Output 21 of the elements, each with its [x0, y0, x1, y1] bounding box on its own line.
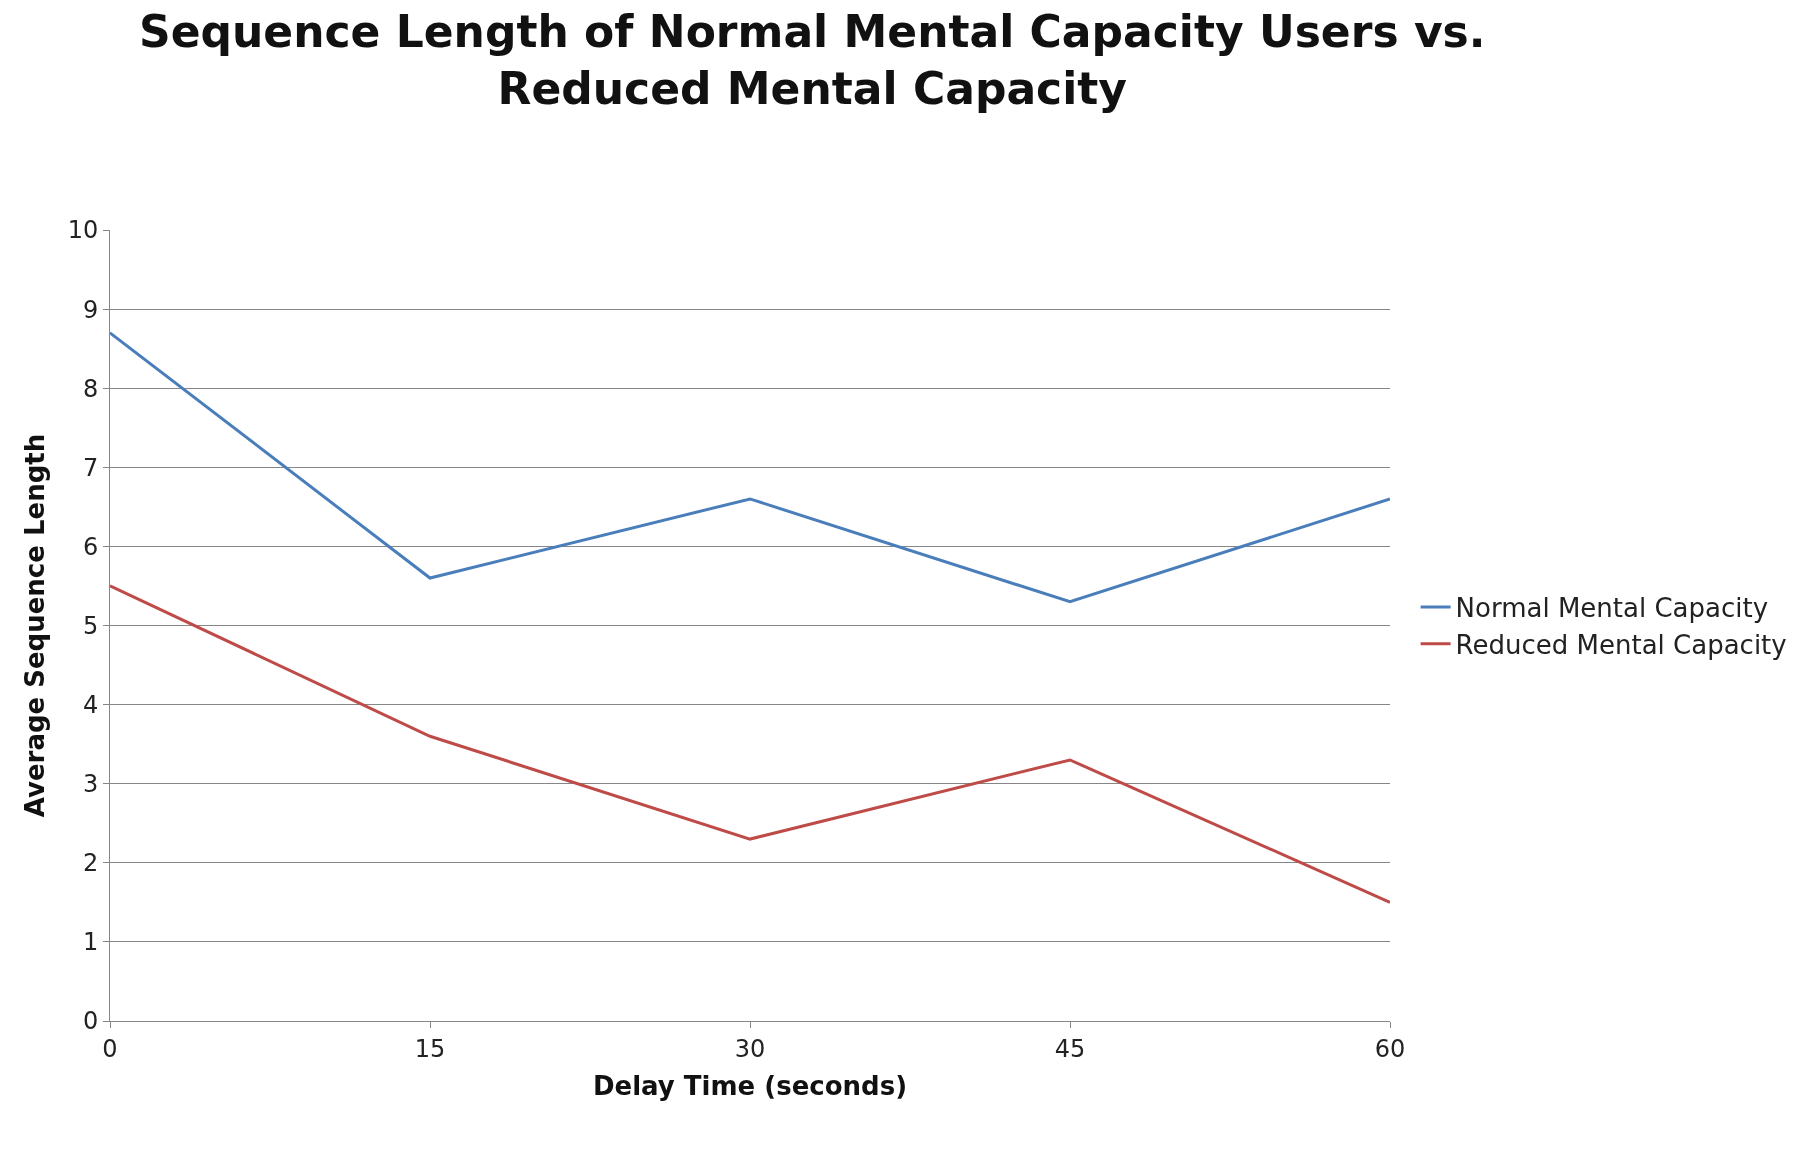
y-tick-label: 3	[82, 770, 99, 799]
y-tick-label: 4	[82, 691, 99, 719]
y-tick-label: 6	[82, 532, 99, 561]
y-tick-label: 8	[82, 374, 99, 403]
legend-label: Normal Mental Capacity	[1455, 593, 1769, 624]
x-tick-label: 45	[1054, 1034, 1086, 1063]
x-tick-label: 0	[102, 1034, 118, 1063]
y-tick-label: 7	[82, 453, 99, 482]
y-tick-label: 10	[67, 216, 99, 245]
y-axis-title: Average Sequence Length	[20, 433, 51, 818]
x-tick-label: 15	[414, 1034, 446, 1063]
y-tick-label: 2	[82, 849, 99, 878]
y-tick-label: 5	[82, 611, 99, 640]
y-tick-label: 9	[82, 295, 99, 324]
y-tick-label: 0	[82, 1007, 99, 1036]
chart-title: Sequence Length of Normal Mental Capacity Users vs. Reduced Mental Capacity	[138, 5, 1486, 115]
legend-label: Reduced Mental Capacity	[1455, 629, 1787, 660]
x-tick-label: 30	[734, 1034, 766, 1063]
y-tick-label: 1	[82, 928, 99, 957]
x-tick-label: 60	[1374, 1034, 1406, 1063]
x-axis-title: Delay Time (seconds)	[592, 1071, 908, 1102]
